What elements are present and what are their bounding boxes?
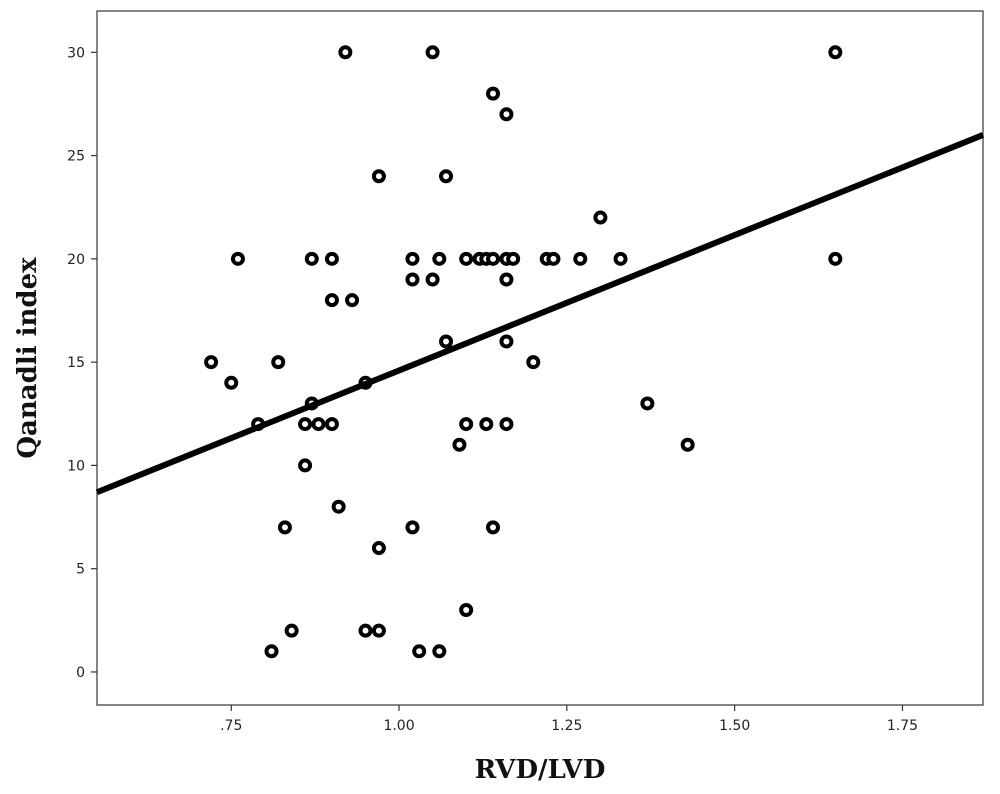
data-points <box>204 45 843 659</box>
data-point <box>230 251 245 266</box>
data-point <box>526 355 541 370</box>
data-point <box>405 520 420 535</box>
data-point <box>304 251 319 266</box>
data-point <box>405 251 420 266</box>
x-tick-label: 1.75 <box>887 718 918 734</box>
data-point <box>345 293 360 308</box>
data-point <box>358 623 373 638</box>
data-point <box>331 499 346 514</box>
data-point <box>459 602 474 617</box>
data-point <box>459 417 474 432</box>
data-point <box>459 251 474 266</box>
data-point <box>371 623 386 638</box>
y-tick-label: 10 <box>67 458 85 474</box>
data-point <box>264 644 279 659</box>
x-tick-label: 1.50 <box>719 718 750 734</box>
x-axis-ticks: .75 1.00 1.25 1.50 1.75 <box>220 705 918 734</box>
data-point <box>224 375 239 390</box>
data-point <box>405 272 420 287</box>
data-point <box>324 417 339 432</box>
data-point <box>499 272 514 287</box>
data-point <box>828 45 843 60</box>
data-point <box>311 417 326 432</box>
plot-area-frame <box>96 10 984 706</box>
regression-line <box>95 132 985 496</box>
data-point <box>412 644 427 659</box>
y-tick-label: 0 <box>76 665 85 681</box>
data-point <box>506 251 521 266</box>
data-point <box>613 251 628 266</box>
y-axis-title: Qanadli index <box>13 257 43 459</box>
data-point <box>298 417 313 432</box>
y-axis-ticks: 0 5 10 15 20 25 30 <box>67 45 97 681</box>
data-point <box>338 45 353 60</box>
data-point <box>324 251 339 266</box>
data-point <box>432 251 447 266</box>
data-point <box>680 437 695 452</box>
y-tick-label: 15 <box>67 355 85 371</box>
y-tick-label: 5 <box>76 562 85 578</box>
data-point <box>640 396 655 411</box>
data-point <box>499 417 514 432</box>
data-point <box>593 210 608 225</box>
data-point <box>486 520 501 535</box>
x-tick-label: 1.00 <box>383 718 414 734</box>
data-point <box>479 417 494 432</box>
data-point <box>284 623 299 638</box>
data-point <box>486 86 501 101</box>
data-point <box>452 437 467 452</box>
data-point <box>204 355 219 370</box>
data-point <box>432 644 447 659</box>
data-point <box>425 45 440 60</box>
data-point <box>277 520 292 535</box>
data-point <box>828 251 843 266</box>
data-point <box>499 107 514 122</box>
data-point <box>425 272 440 287</box>
y-tick-label: 30 <box>67 45 85 61</box>
data-point <box>546 251 561 266</box>
y-tick-label: 20 <box>67 252 85 268</box>
x-tick-label: 1.25 <box>551 718 582 734</box>
data-point <box>298 458 313 473</box>
data-point <box>371 541 386 556</box>
x-tick-label: .75 <box>220 718 242 734</box>
data-point <box>486 251 501 266</box>
data-point <box>371 169 386 184</box>
data-point <box>324 293 339 308</box>
y-tick-label: 25 <box>67 149 85 165</box>
x-axis-title: RVD/LVD <box>475 755 606 785</box>
data-point <box>573 251 588 266</box>
data-point <box>439 334 454 349</box>
data-point <box>271 355 286 370</box>
data-point <box>439 169 454 184</box>
data-point <box>499 334 514 349</box>
